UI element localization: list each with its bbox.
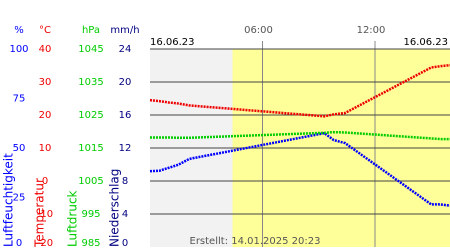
y-tick-label: 16: [119, 110, 132, 121]
date-right: 16.06.23: [403, 37, 448, 48]
y-tick-label: 1005: [78, 176, 103, 187]
axis-unit: %: [14, 25, 24, 36]
y-tick-label: 1035: [78, 77, 103, 88]
y-tick-label: 12: [119, 143, 132, 154]
y-tick-label: -10: [37, 209, 53, 220]
y-tick-label: 4: [122, 209, 128, 220]
y-tick-label: 20: [39, 110, 52, 121]
y-tick-label: 1025: [78, 110, 103, 121]
y-tick-label: 0: [16, 238, 22, 249]
y-tick-label: 8: [122, 176, 128, 187]
date-left: 16.06.23: [150, 37, 195, 48]
y-tick-label: 100: [9, 44, 28, 55]
axis-unit: mm/h: [110, 25, 139, 36]
y-tick-label: 50: [13, 143, 26, 154]
y-tick-label: 30: [39, 77, 52, 88]
y-tick-label: 1015: [78, 143, 103, 154]
series-line: [149, 131, 450, 207]
axis-title: Luftdruck: [66, 190, 80, 247]
axis-title: Niederschlag: [108, 169, 122, 247]
series-line: [149, 63, 450, 118]
axis-title: Temperatur: [33, 178, 47, 248]
y-tick-label: 1045: [78, 44, 103, 55]
y-tick-label: 985: [81, 238, 100, 249]
y-tick-label: 20: [119, 77, 132, 88]
y-tick-label: 75: [13, 94, 26, 105]
axis-unit: °C: [39, 25, 51, 36]
y-tick-label: 10: [39, 143, 52, 154]
x-tick-label: 12:00: [357, 25, 386, 36]
axis-title: Luftfeuchtigkeit: [2, 153, 16, 247]
series-line: [150, 130, 450, 141]
axis-unit: hPa: [82, 25, 100, 36]
y-tick-label: 0: [42, 176, 48, 187]
y-tick-label: 995: [81, 209, 100, 220]
y-tick-label: 0: [122, 238, 128, 249]
footer: Erstellt: 14.01.2025 20:23: [190, 236, 321, 247]
y-tick-label: 40: [39, 44, 52, 55]
x-tick-label: 06:00: [244, 25, 273, 36]
y-tick-label: 24: [119, 44, 132, 55]
y-tick-label: -20: [37, 238, 53, 249]
y-tick-label: 25: [13, 193, 26, 204]
